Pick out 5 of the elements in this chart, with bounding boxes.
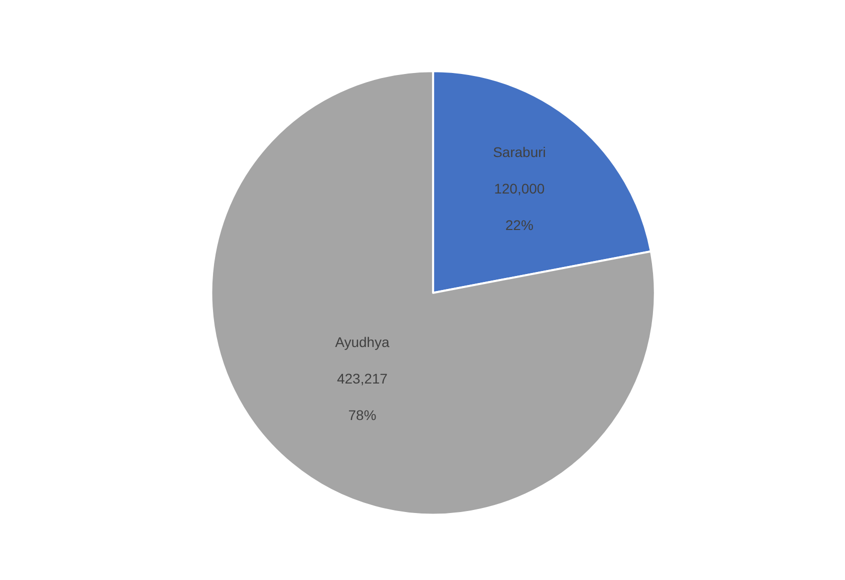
text: 423,217 78% <box>336 370 388 423</box>
slice-label: Saraburi <box>492 144 546 160</box>
text: 120,000 22% <box>494 180 545 233</box>
pie-slice <box>210 70 656 516</box>
slice-label: Ayudhya <box>335 334 390 350</box>
